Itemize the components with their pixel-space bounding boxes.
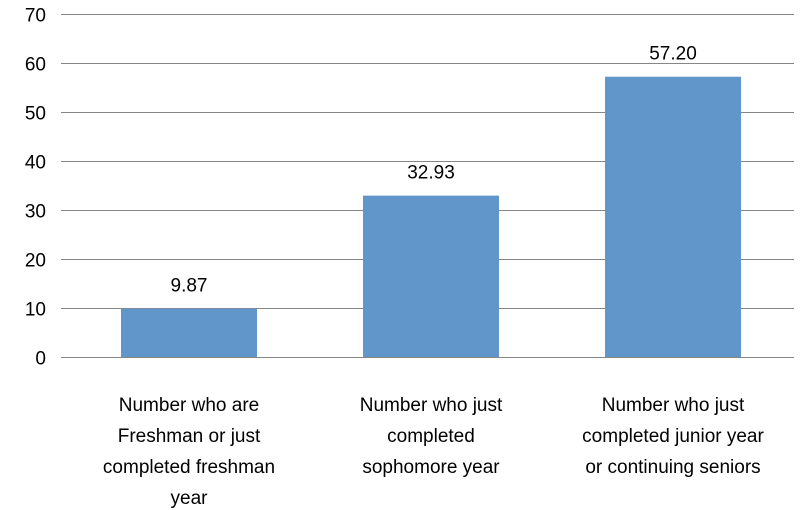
y-tick-label: 20 <box>25 251 46 272</box>
category-label: Number who are <box>119 395 259 416</box>
category-label: sophomore year <box>362 457 500 478</box>
category-label: year <box>171 488 209 509</box>
y-tick-label: 30 <box>25 202 46 223</box>
category-label: completed junior year <box>582 426 764 447</box>
bar <box>121 308 257 357</box>
y-tick-label: 10 <box>25 300 46 321</box>
y-tick-label: 60 <box>25 55 46 76</box>
y-tick-label: 70 <box>25 6 46 27</box>
category-label: Number who just <box>360 395 503 416</box>
bar <box>605 76 741 357</box>
y-tick-label: 40 <box>25 153 46 174</box>
category-label: Freshman or just <box>118 426 261 447</box>
category-label: or continuing seniors <box>585 457 760 478</box>
data-label: 57.20 <box>649 44 697 65</box>
category-label: completed <box>387 426 475 447</box>
y-tick-label: 0 <box>35 349 46 370</box>
y-tick-label: 50 <box>25 104 46 125</box>
bar <box>363 195 499 357</box>
category-label: completed freshman <box>103 457 275 478</box>
data-label: 32.93 <box>407 163 455 184</box>
category-label: Number who just <box>602 395 745 416</box>
data-label: 9.87 <box>171 276 208 297</box>
